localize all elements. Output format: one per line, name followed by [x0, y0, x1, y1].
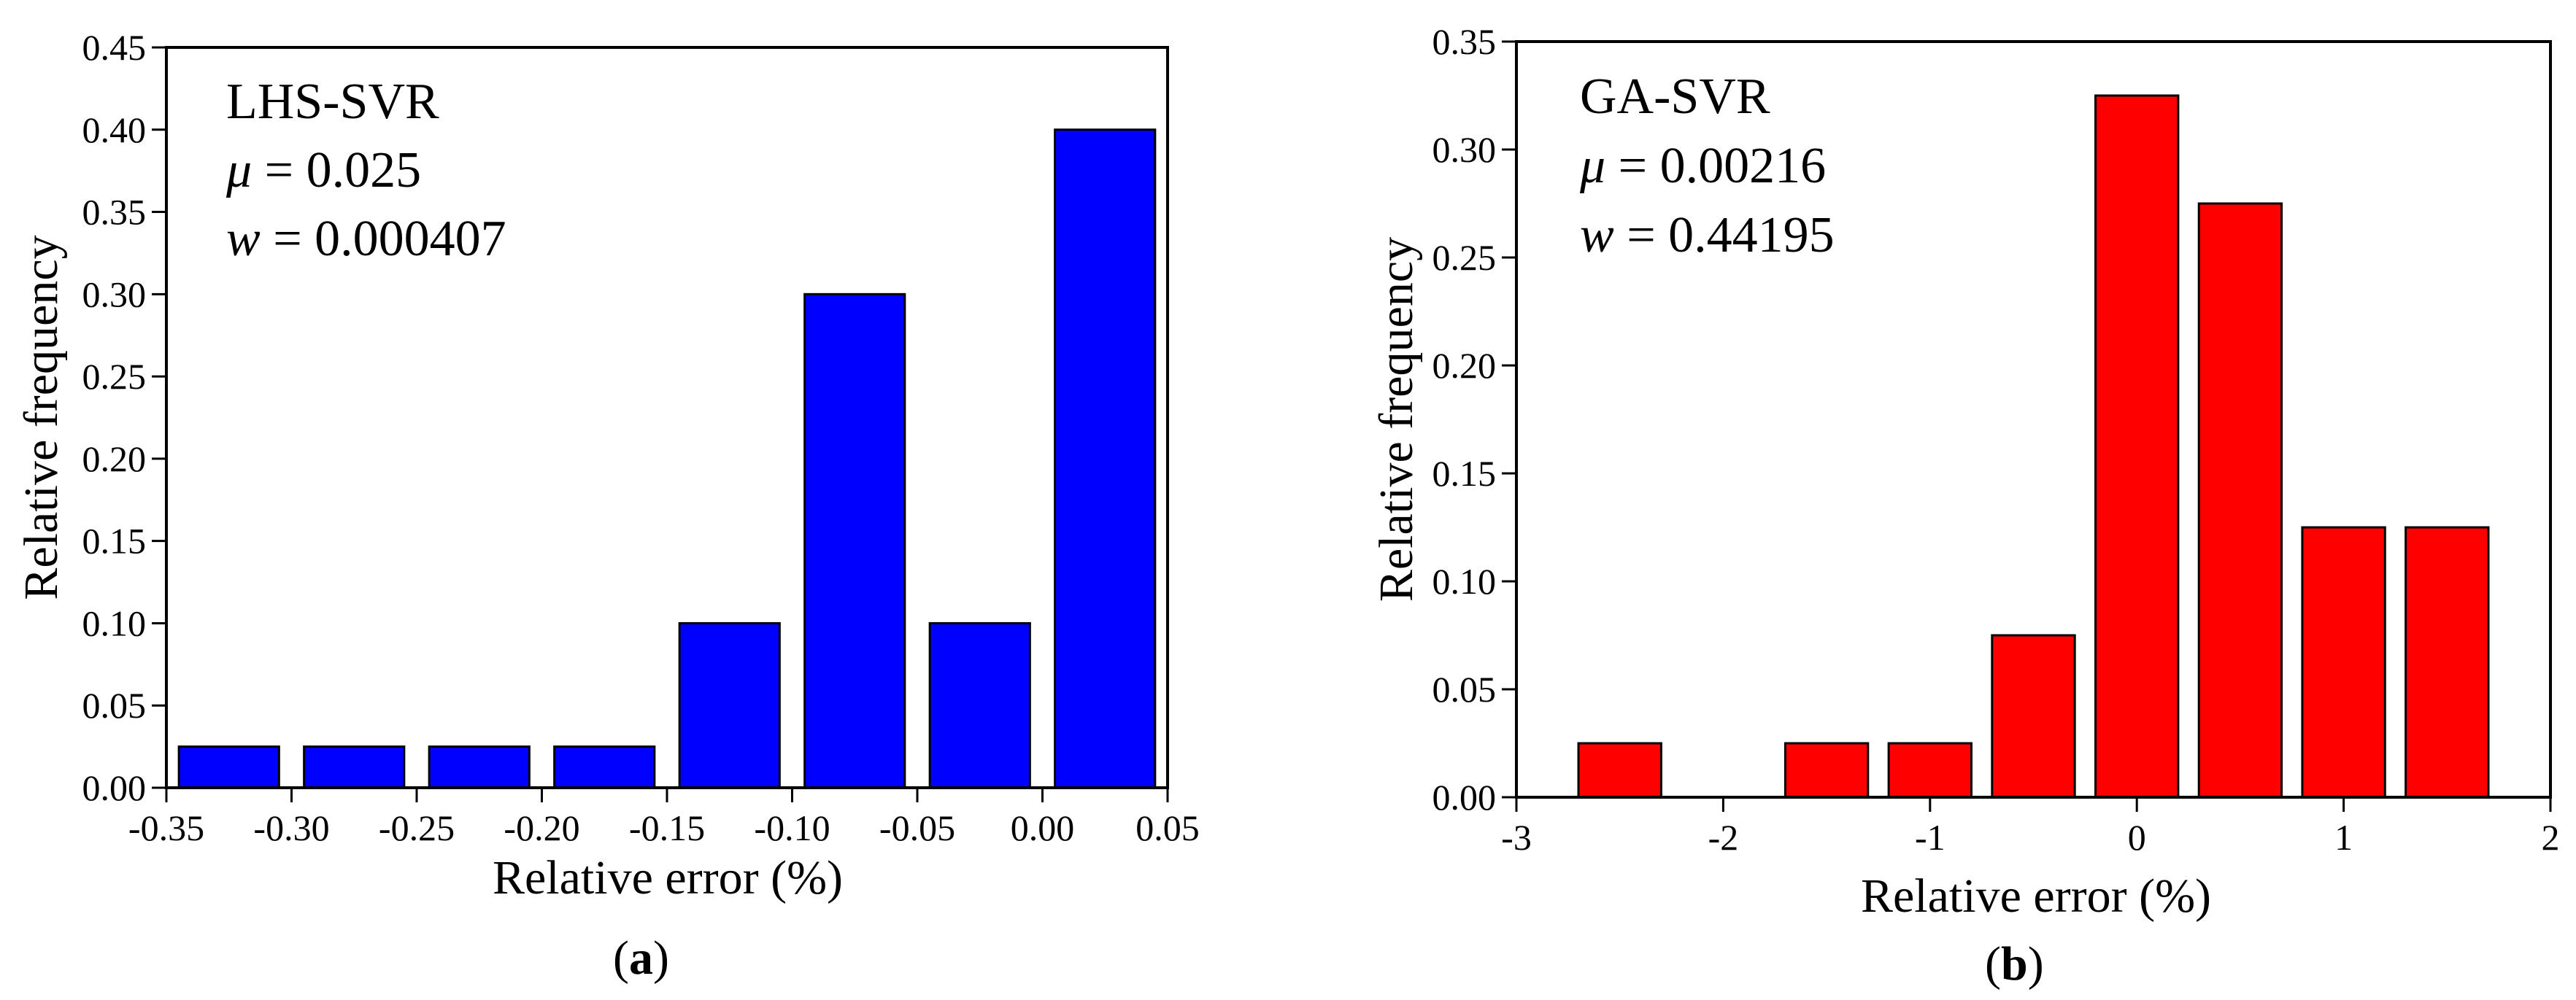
histogram-bar	[803, 292, 906, 789]
y-tick-label: 0.45	[82, 27, 147, 68]
panel-label-part: a	[629, 931, 653, 985]
histogram-bar	[1783, 742, 1870, 799]
y-tick-label: 0.20	[82, 438, 147, 479]
annotation-text: w = 0.44195	[1580, 207, 1835, 263]
annotation-value: = 0.000407	[261, 211, 506, 267]
annotation-symbol: μ	[1579, 138, 1605, 194]
histogram-bar	[1054, 128, 1157, 789]
histogram-bar	[1887, 742, 1973, 799]
histogram-bar	[1577, 742, 1662, 799]
x-tick-label: 1	[2334, 817, 2353, 858]
histogram-bar	[678, 621, 781, 789]
x-axis-title: Relative error (%)	[493, 851, 843, 904]
panel-label-part: b	[2001, 937, 2028, 991]
annotation-text: w = 0.000407	[226, 211, 506, 267]
y-axis-title: Relative frequency	[15, 235, 68, 600]
x-tick-label: 0	[2128, 817, 2146, 858]
y-tick-label: 0.40	[82, 109, 147, 150]
annotation-text: μ = 0.00216	[1579, 138, 1826, 194]
histogram-bar	[303, 745, 406, 789]
y-tick-label: 0.00	[1432, 777, 1497, 818]
y-tick-label: 0.35	[82, 192, 147, 233]
y-tick-label: 0.25	[1432, 237, 1497, 278]
y-tick-label: 0.05	[1432, 669, 1497, 710]
histogram-bar	[2301, 526, 2386, 799]
annotation-symbol: w	[226, 211, 261, 267]
x-tick-label: -0.10	[754, 807, 830, 848]
y-tick-label: 0.10	[1432, 561, 1497, 602]
annotation-symbol: w	[1580, 207, 1614, 263]
x-tick-label: -0.35	[128, 807, 204, 848]
histogram-bar	[1991, 634, 2076, 799]
x-tick-label: 0.00	[1011, 807, 1075, 848]
chart-panel-b: -3 -2 -1 0 1 2 0.00 0.05 0.10 0.15 0.20 0.25 0.30 0.3…	[1370, 21, 2560, 991]
y-tick-label: 0.00	[82, 767, 147, 808]
y-tick-label: 0.05	[82, 685, 147, 726]
panel-label: (b)	[1985, 937, 2044, 991]
annotation-text: LHS-SVR	[226, 74, 439, 130]
y-tick-label: 0.35	[1432, 21, 1497, 62]
panel-label-part: (	[613, 931, 629, 985]
x-tick-label: -0.25	[379, 807, 455, 848]
panel-label-part: )	[2028, 937, 2044, 991]
histogram-bar	[553, 745, 656, 789]
y-tick-label: 0.15	[82, 521, 147, 562]
x-tick-label: -0.05	[879, 807, 955, 848]
annotation-text: μ = 0.025	[225, 142, 421, 198]
x-tick-label: -3	[1501, 817, 1532, 858]
y-tick-label: 0.30	[1432, 129, 1497, 170]
histogram-bar	[428, 745, 531, 789]
y-tick-label: 0.10	[82, 602, 147, 643]
y-tick-label: 0.30	[82, 274, 147, 314]
panel-label-part: )	[653, 931, 669, 985]
y-axis-title: Relative frequency	[1370, 237, 1423, 602]
x-tick-label: 2	[2542, 817, 2560, 858]
x-tick-label: -1	[1915, 817, 1946, 858]
histogram-bar	[2405, 526, 2490, 799]
y-tick-label: 0.15	[1432, 453, 1497, 494]
x-tick-label: -0.15	[629, 807, 705, 848]
annotation-value: = 0.44195	[1614, 207, 1835, 263]
histogram-bar	[177, 745, 280, 789]
x-tick-label: -0.30	[253, 807, 329, 848]
panel-label-part: (	[1985, 937, 2001, 991]
x-tick-label: 0.05	[1135, 807, 1200, 848]
panel-label: (a)	[613, 931, 669, 985]
annotation-text: GA-SVR	[1580, 69, 1770, 125]
annotation-symbol: μ	[225, 142, 252, 198]
plot-frame	[1515, 40, 2552, 799]
annotation-value: = 0.00216	[1605, 138, 1826, 194]
histogram-bar	[928, 621, 1031, 789]
chart-panel-a: -0.35 -0.30 -0.25 -0.20 -0.15 -0.10 -0.05 0.00 0…	[15, 27, 1200, 985]
histogram-bar	[2094, 94, 2180, 799]
y-tick-label: 0.20	[1432, 345, 1497, 386]
x-tick-label: -0.20	[504, 807, 579, 848]
annotation-value: = 0.025	[252, 142, 421, 198]
y-tick-label: 0.25	[82, 356, 147, 397]
x-axis-title: Relative error (%)	[1861, 869, 2211, 923]
x-tick-label: -2	[1708, 817, 1739, 858]
histogram-bar	[2197, 202, 2283, 799]
